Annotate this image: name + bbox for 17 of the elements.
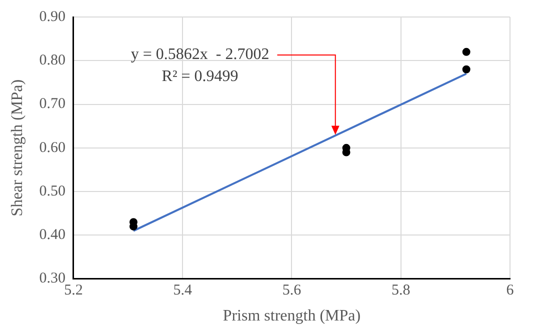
annotation: y = 0.5862x - 2.7002 R² = 0.9499 [130, 46, 270, 86]
y-tick-label: 0.70 [39, 96, 66, 112]
x-axis-title: Prism strength (MPa) [222, 308, 361, 325]
y-tick-label: 0.60 [39, 140, 66, 156]
x-tick-label: 5.6 [282, 282, 302, 299]
y-tick-label: 0.40 [39, 227, 66, 244]
y-axis-title: Shear strength (MPa) [8, 79, 26, 216]
x-tick-label: 5.4 [173, 282, 192, 299]
point [462, 65, 470, 74]
x-tick-label: 5.2 [64, 282, 83, 299]
x-tick-label: 6 [506, 282, 514, 299]
y-tick-label: 0.50 [39, 183, 66, 200]
x-tick-label: 5.8 [391, 282, 410, 299]
y-tick-label: 0.90 [39, 8, 66, 25]
y-tick-label: 0.30 [39, 270, 66, 287]
point [462, 48, 470, 56]
y-tick-label: 0.80 [39, 52, 66, 69]
